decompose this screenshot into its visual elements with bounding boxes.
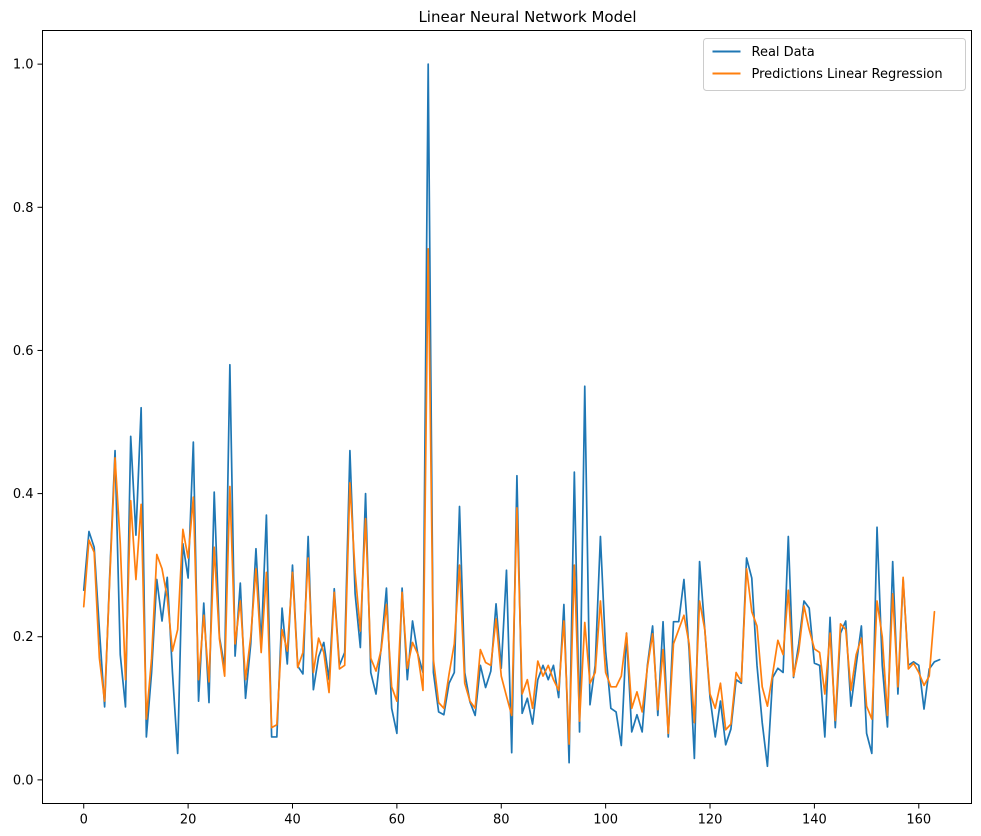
x-tick-label: 160 — [906, 813, 931, 828]
x-tick-label: 120 — [698, 813, 723, 828]
y-tick-label: 0.4 — [13, 487, 34, 502]
x-tick-label: 20 — [180, 813, 197, 828]
series-line-real-data — [82, 63, 941, 768]
x-tick-label: 60 — [389, 813, 406, 828]
x-tick-label: 80 — [493, 813, 510, 828]
y-tick-label: 1.0 — [13, 58, 34, 73]
legend: Real Data Predictions Linear Regression — [703, 38, 966, 91]
plot-frame — [42, 30, 972, 804]
legend-box — [703, 38, 966, 91]
y-axis: 0.0 0.2 0.4 0.6 0.8 1.0 — [13, 58, 43, 788]
x-tick-label: 140 — [802, 813, 827, 828]
x-axis: 0 20 40 60 80 100 120 140 160 — [80, 803, 931, 828]
legend-label: Predictions Linear Regression — [752, 67, 943, 82]
x-tick-label: 100 — [593, 813, 618, 828]
x-tick-label: 0 — [80, 813, 88, 828]
legend-label: Real Data — [752, 45, 815, 60]
chart-title: Linear Neural Network Model — [418, 8, 636, 26]
x-tick-label: 40 — [284, 813, 301, 828]
y-tick-label: 0.2 — [13, 630, 34, 645]
y-tick-label: 0.0 — [13, 773, 34, 788]
y-tick-label: 0.8 — [13, 201, 34, 216]
y-tick-label: 0.6 — [13, 344, 34, 359]
plot-area — [82, 63, 941, 768]
series-line-predictions — [82, 247, 936, 745]
